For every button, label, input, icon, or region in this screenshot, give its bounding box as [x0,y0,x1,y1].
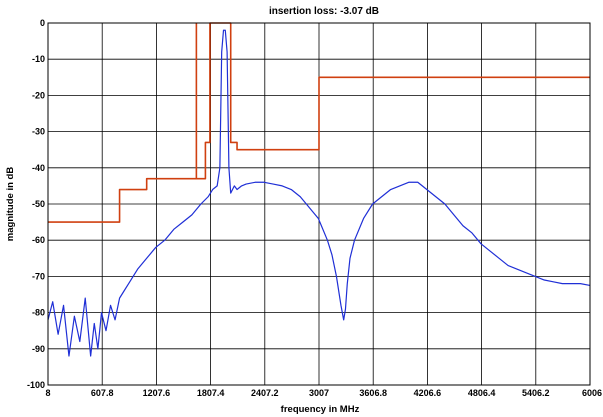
chart-title: insertion loss: -3.07 dB [269,6,379,17]
y-tick-label: -30 [32,127,45,137]
y-tick-label: -20 [32,90,45,100]
y-tick-label: -100 [27,380,45,390]
x-tick-label: 3007 [309,388,329,398]
mask-line-0 [48,22,590,223]
y-tick-label: -70 [32,271,45,281]
x-tick-label: 1807.4 [197,388,225,398]
y-axis-title: magnitude in dB [5,167,16,242]
y-tick-label: -10 [32,54,45,64]
x-axis-title: frequency in MHz [281,404,360,415]
x-tick-label: 4206.6 [414,388,442,398]
y-tick-label: -80 [32,308,45,318]
x-tick-label: 6006 [582,388,602,398]
x-tick-labels: 8 607.8 1207.6 1807.4 2407.2 3007 3606.8 4206.6… [45,388,602,398]
y-tick-label: -90 [32,344,45,354]
y-tick-label: -50 [32,199,45,209]
y-tick-label: 0 [40,18,45,28]
x-tick-label: 2407.2 [251,388,279,398]
x-tick-label: 4806.4 [468,388,496,398]
y-tick-label: -40 [32,163,45,173]
plot-frame [47,22,591,386]
series-group [47,22,591,357]
x-tick-label: 3606.8 [359,388,387,398]
x-tick-label: 5406.2 [522,388,550,398]
y-tick-labels: 0 -10 -20 -30 -40 -50 -60 -70 -80 -90 -100 [27,18,45,390]
x-tick-label: 1207.6 [143,388,171,398]
x-tick-label: 607.8 [91,388,114,398]
y-tick-label: -60 [32,235,45,245]
response-line [47,29,591,357]
x-tick-label: 8 [45,388,50,398]
